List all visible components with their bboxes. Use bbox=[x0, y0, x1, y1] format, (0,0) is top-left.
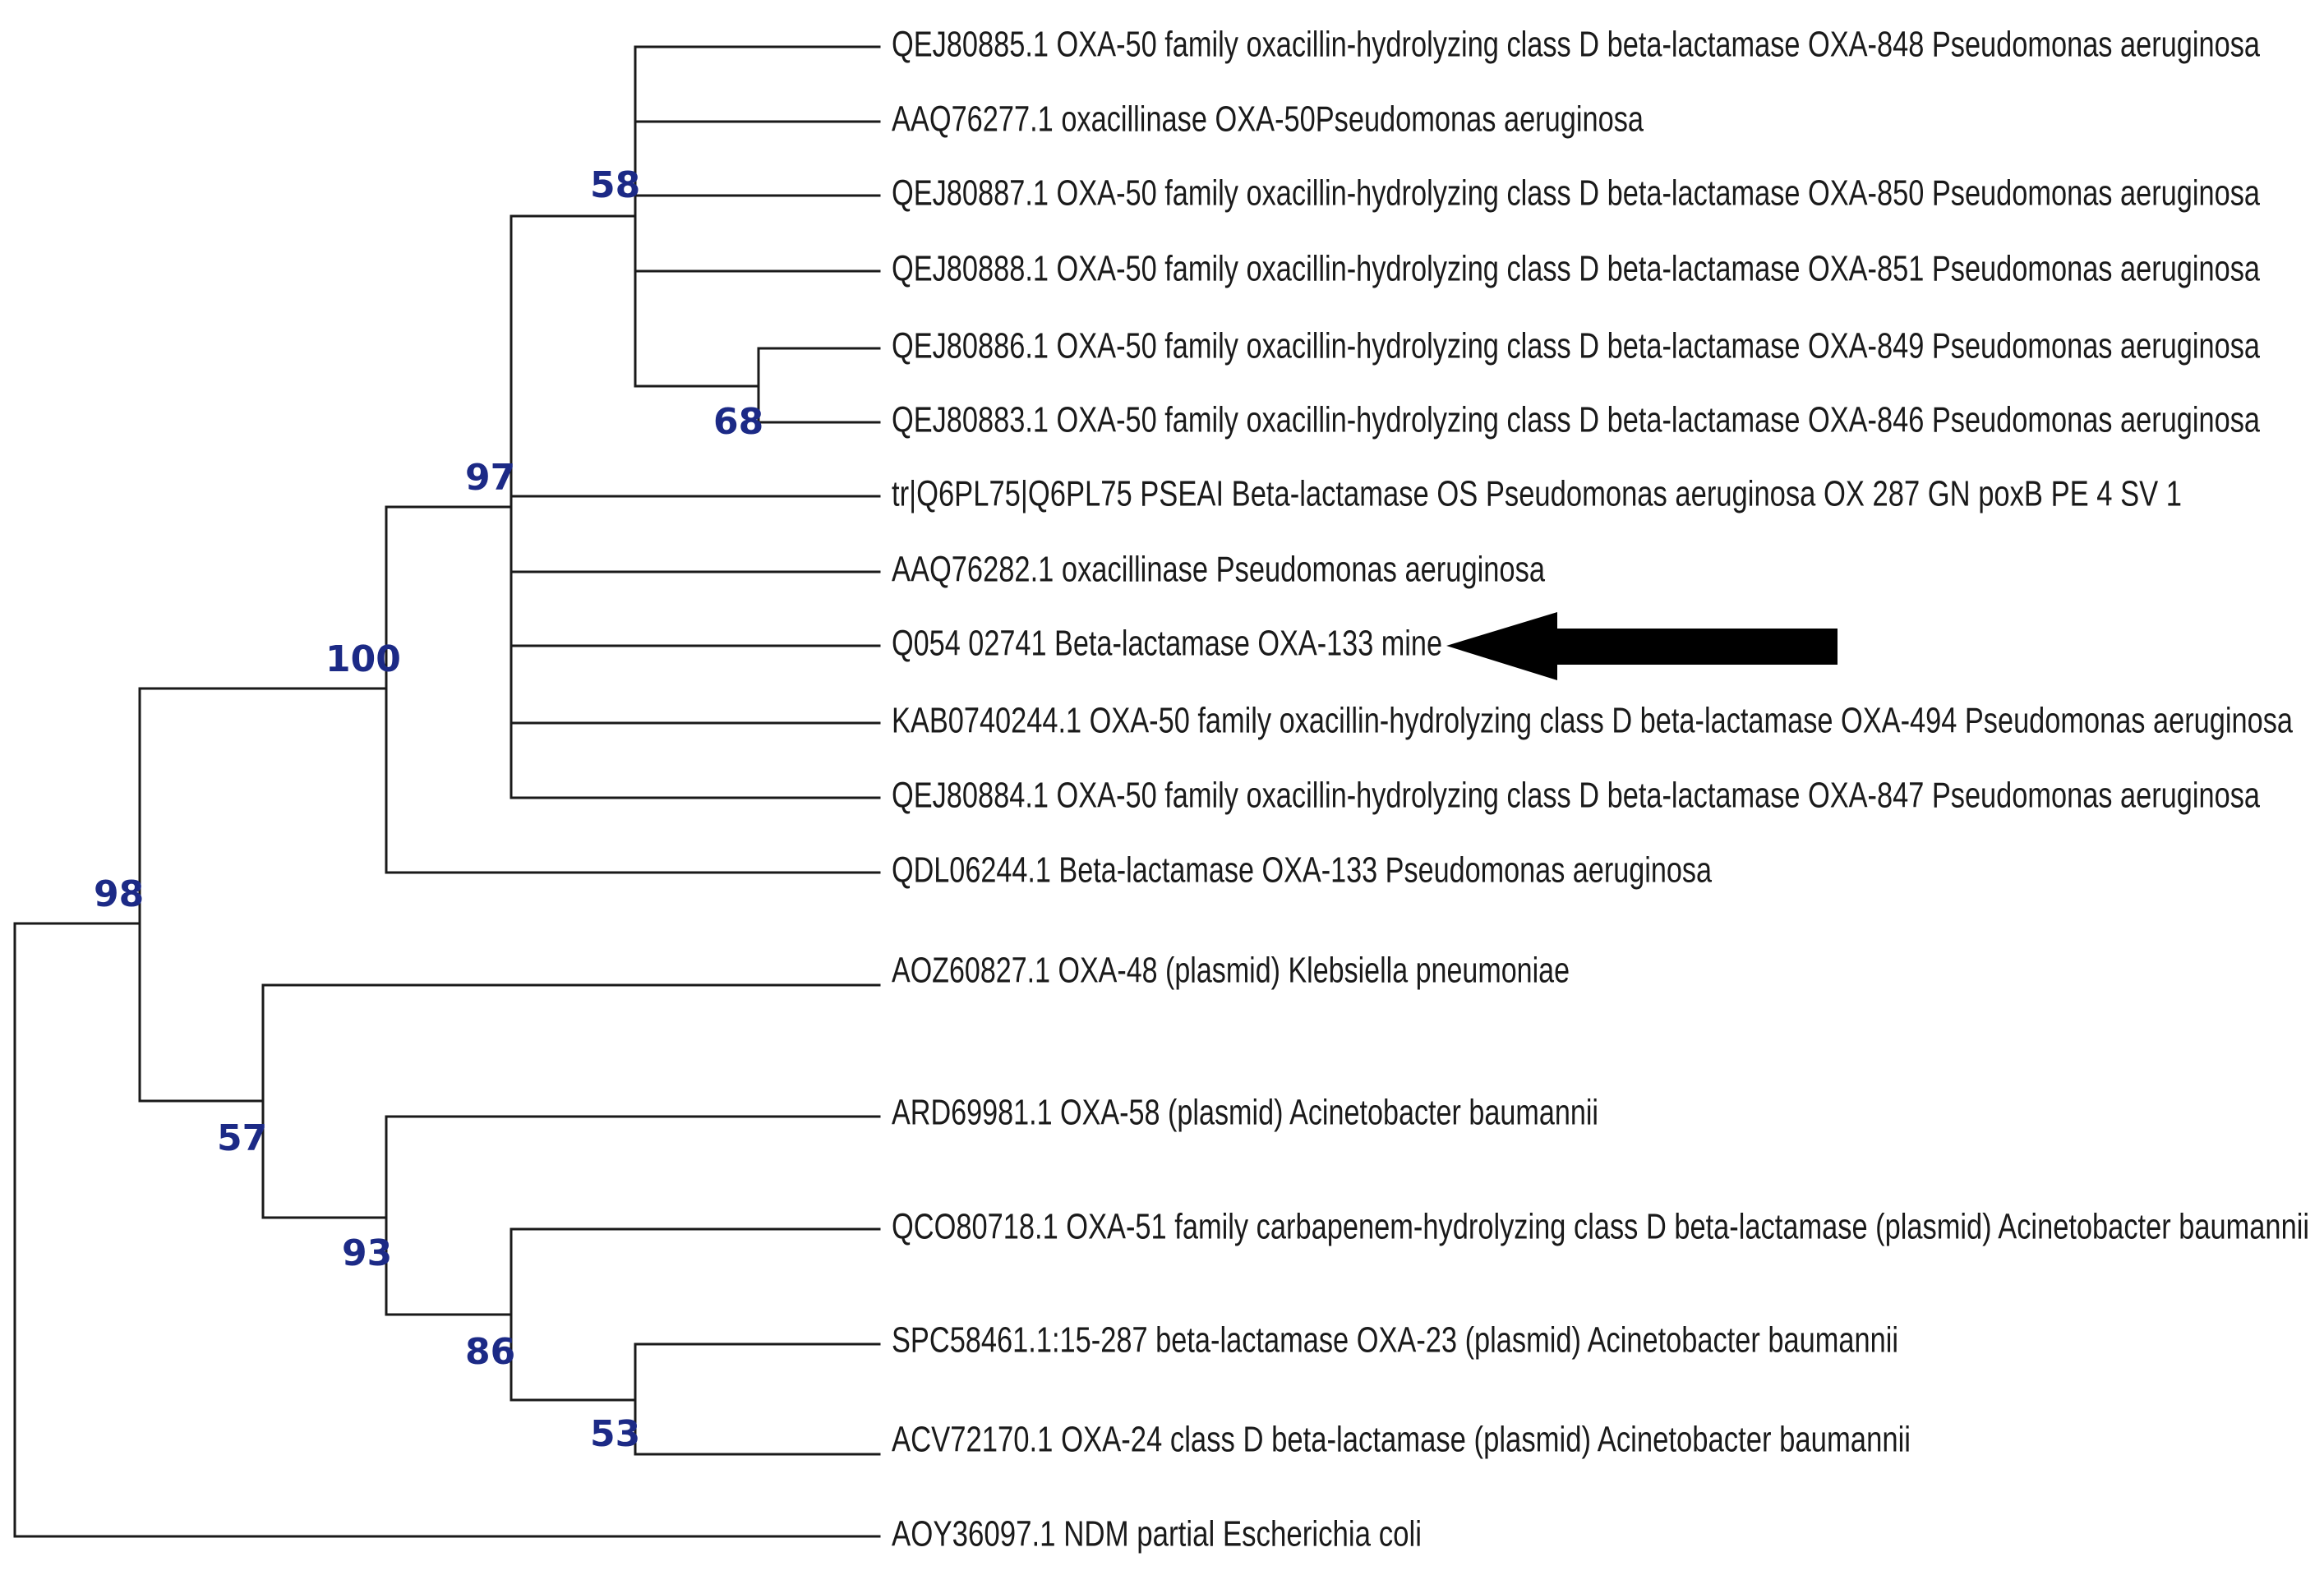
taxon-label: QEJ80887.1 OXA-50 family oxacillin-hydro… bbox=[892, 173, 2260, 214]
taxon-label: QEJ80884.1 OXA-50 family oxacillin-hydro… bbox=[892, 776, 2260, 816]
taxon-label: QEJ80885.1 OXA-50 family oxacillin-hydro… bbox=[892, 25, 2260, 65]
taxon-label: QEJ80888.1 OXA-50 family oxacillin-hydro… bbox=[892, 249, 2260, 289]
taxon-label: QCO80718.1 OXA-51 family carbapenem-hydr… bbox=[892, 1207, 2309, 1247]
taxon-label: AOY36097.1 NDM partial Escherichia coli bbox=[892, 1514, 1422, 1554]
branch-node-100 bbox=[385, 505, 881, 874]
support-value-98: 98 bbox=[94, 873, 144, 915]
branch-node-86 bbox=[510, 1227, 881, 1402]
taxon-label: ARD69981.1 OXA-58 (plasmid) Acinetobacte… bbox=[892, 1093, 1598, 1133]
branch-root bbox=[13, 922, 881, 1538]
branch-node-57 bbox=[261, 983, 881, 1219]
support-value-97: 97 bbox=[465, 457, 515, 499]
branch-node-93 bbox=[385, 1115, 881, 1316]
taxon-label: QEJ80883.1 OXA-50 family oxacillin-hydro… bbox=[892, 400, 2260, 440]
taxon-label: AAQ76277.1 oxacillinase OXA-50Pseudomona… bbox=[892, 99, 1644, 140]
support-value-53: 53 bbox=[590, 1413, 640, 1455]
taxon-label: AAQ76282.1 oxacillinase Pseudomonas aeru… bbox=[892, 550, 1545, 590]
branch-node-98 bbox=[138, 687, 388, 1103]
support-value-100: 100 bbox=[325, 638, 401, 680]
branch-node-53 bbox=[634, 1342, 881, 1456]
taxon-labels: QEJ80885.1 OXA-50 family oxacillin-hydro… bbox=[892, 25, 2309, 1554]
highlight-arrow bbox=[1446, 612, 1838, 680]
taxon-label: ACV72170.1 OXA-24 class D beta-lactamase… bbox=[892, 1420, 1911, 1460]
support-values: 58 68 97 100 98 57 93 86 53 bbox=[94, 164, 763, 1455]
taxon-label: KAB0740244.1 OXA-50 family oxacillin-hyd… bbox=[892, 701, 2293, 741]
support-value-68: 68 bbox=[713, 401, 763, 443]
taxon-label: QEJ80886.1 OXA-50 family oxacillin-hydro… bbox=[892, 326, 2260, 366]
support-value-57: 57 bbox=[217, 1117, 267, 1159]
tree-branches bbox=[13, 45, 881, 1538]
taxon-label: tr|Q6PL75|Q6PL75 PSEAI Beta-lactamase OS… bbox=[892, 474, 2182, 514]
taxon-label: QDL06244.1 Beta-lactamase OXA-133 Pseudo… bbox=[892, 850, 1712, 891]
arrow-icon bbox=[1446, 612, 1838, 680]
support-value-58: 58 bbox=[590, 164, 640, 206]
taxon-label-highlighted: Q054 02741 Beta-lactamase OXA-133 mine bbox=[892, 624, 1442, 664]
branch-node-58 bbox=[634, 45, 881, 388]
branch-node-68 bbox=[757, 347, 881, 424]
taxon-label: AOZ60827.1 OXA-48 (plasmid) Klebsiella p… bbox=[892, 951, 1570, 991]
taxon-label: SPC58461.1:15-287 beta-lactamase OXA-23 … bbox=[892, 1320, 1898, 1361]
support-value-93: 93 bbox=[342, 1232, 392, 1274]
support-value-86: 86 bbox=[465, 1331, 515, 1373]
branch-node-97 bbox=[510, 214, 881, 799]
